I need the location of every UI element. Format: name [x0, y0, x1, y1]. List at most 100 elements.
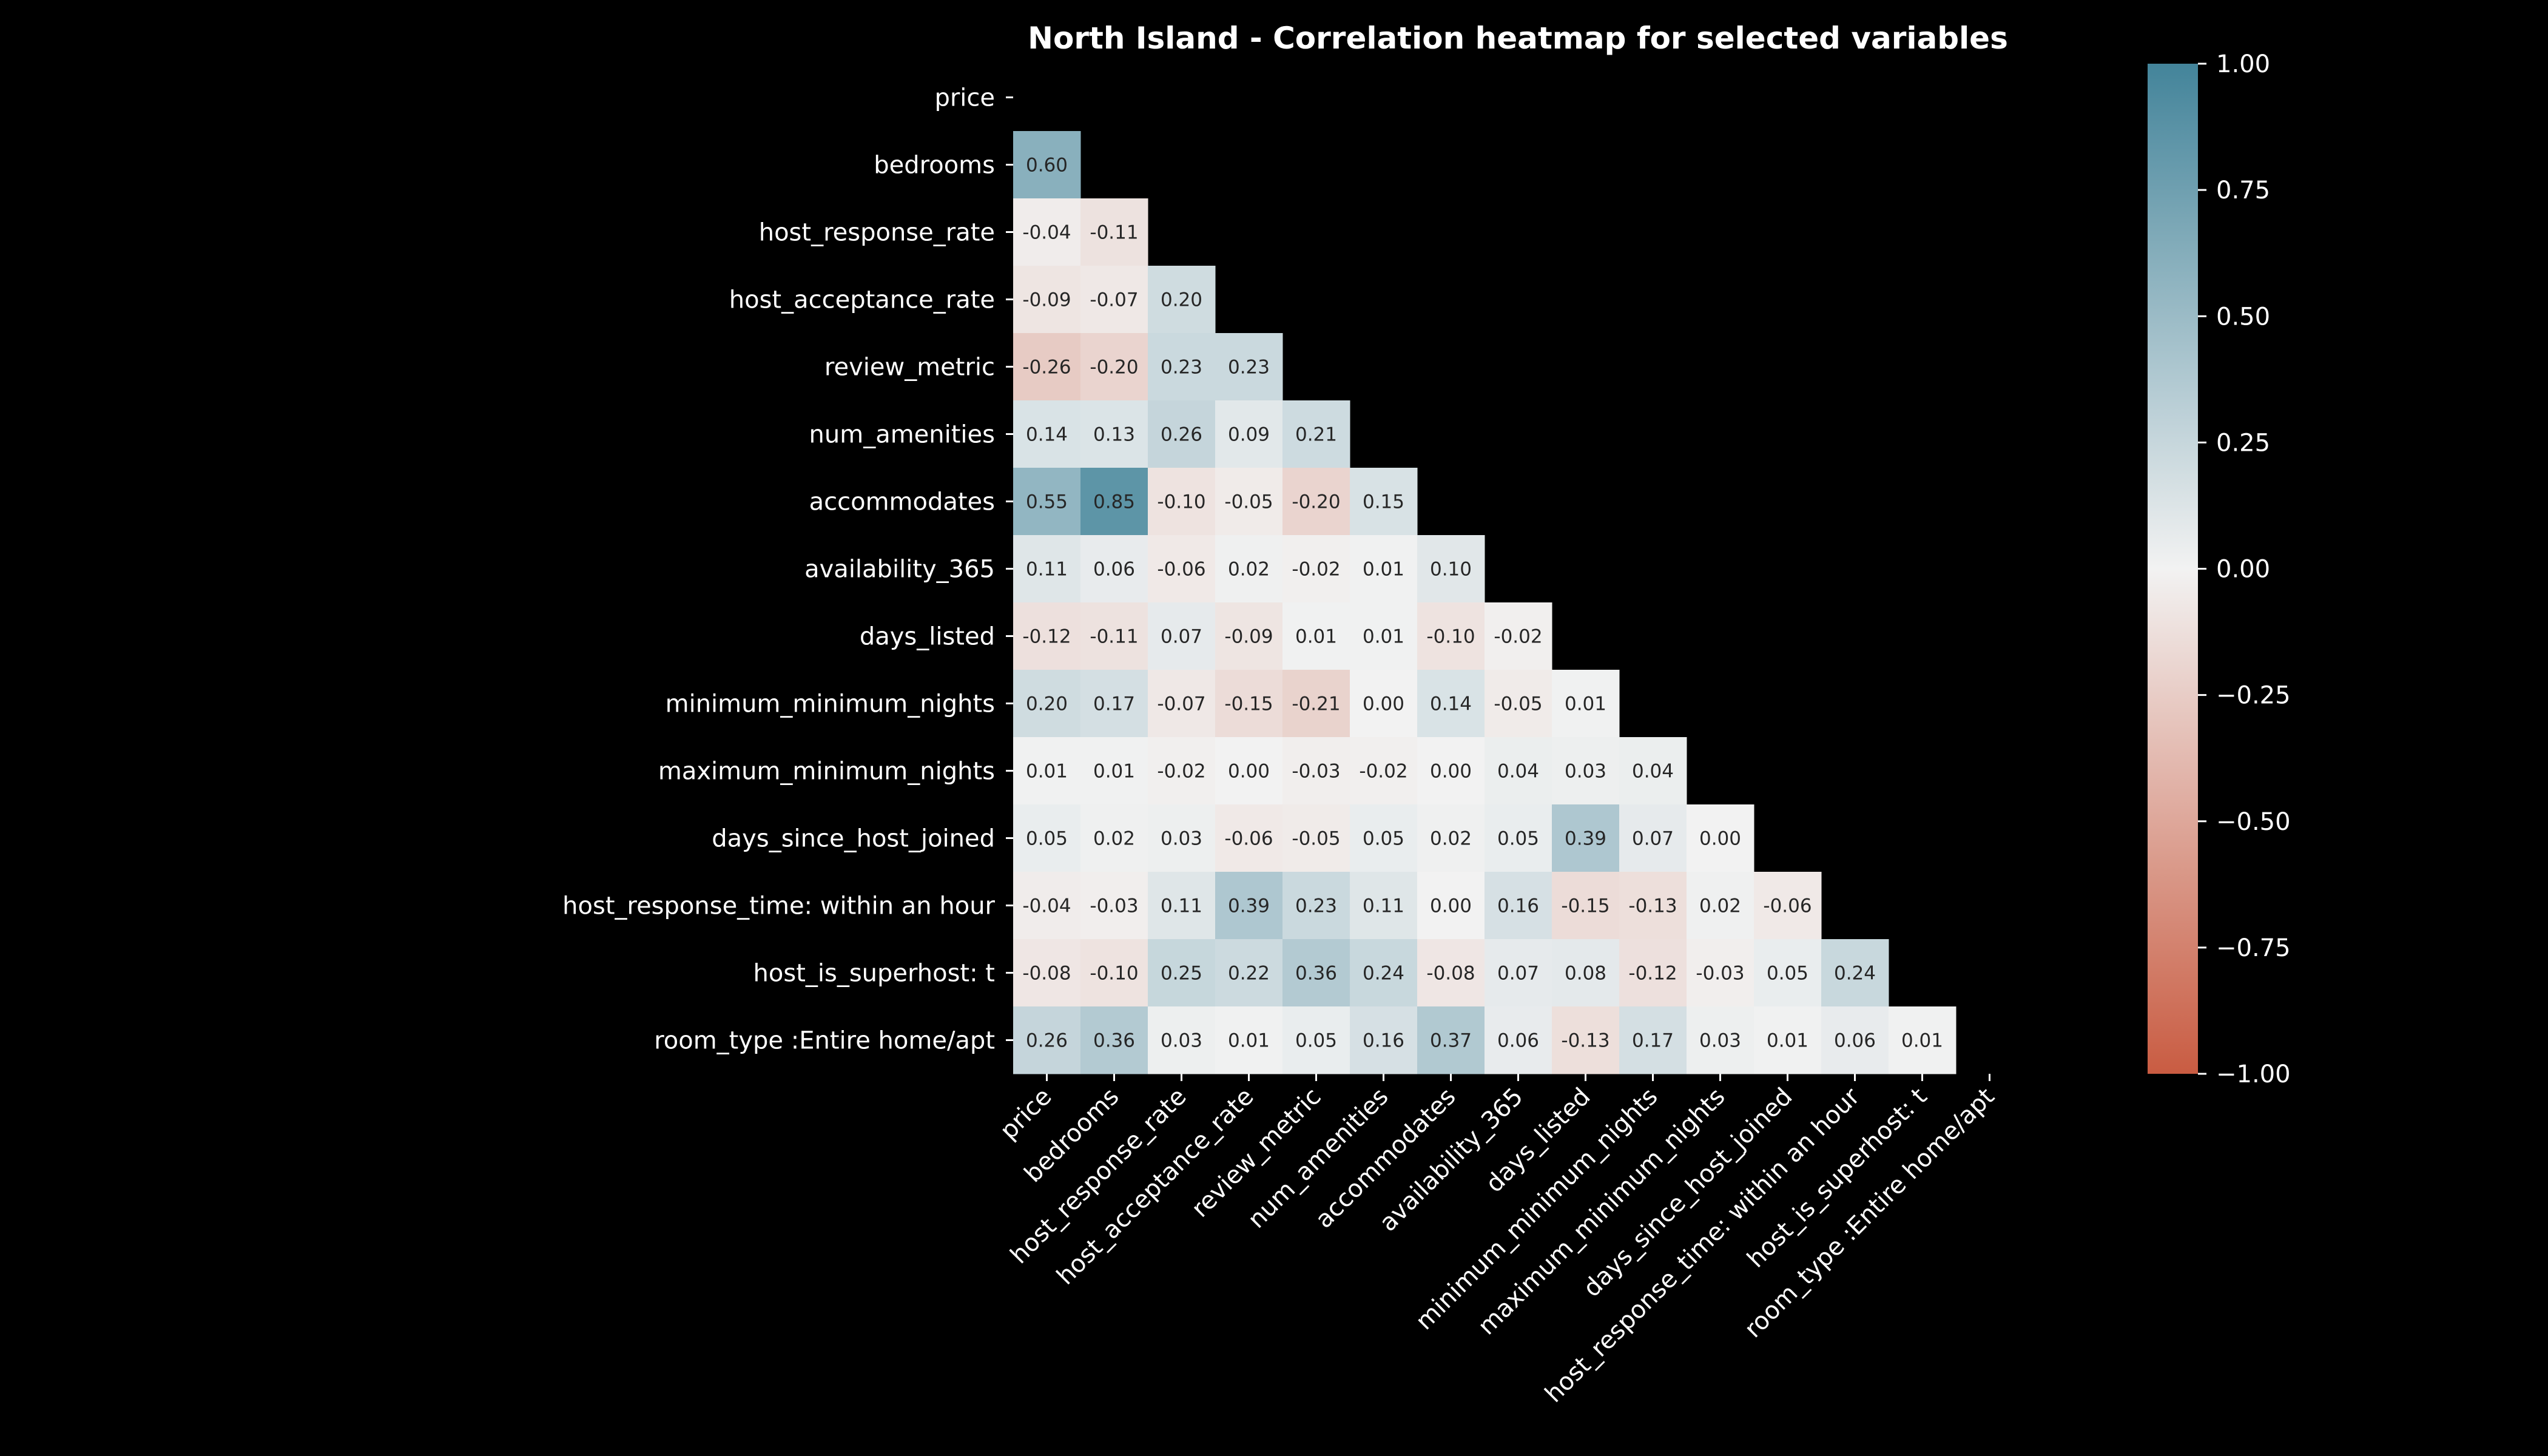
- heatmap-cell: [1080, 602, 1148, 670]
- y-axis: price bedrooms host_response_rate host_acce…: [562, 84, 1013, 1055]
- cell-value-label: -0.05: [1494, 693, 1542, 715]
- cell-value-label: -0.09: [1022, 289, 1071, 311]
- heatmap-cell: [1282, 939, 1350, 1007]
- cell-value-label: -0.02: [1494, 626, 1542, 648]
- colorbar-tick-label: 0.25: [2216, 429, 2270, 457]
- cell-value-label: -0.08: [1426, 963, 1475, 985]
- y-tick-label: review_metric: [824, 354, 995, 382]
- heatmap-cell: [1148, 1006, 1216, 1074]
- cell-value-label: 0.26: [1026, 1030, 1068, 1052]
- heatmap-cell: [1417, 535, 1485, 603]
- colorbar-tick-label: −0.50: [2216, 808, 2291, 836]
- heatmap-cell: [1215, 670, 1283, 738]
- cell-value-label: 0.00: [1363, 693, 1404, 715]
- heatmap-cell: [1889, 1006, 1956, 1074]
- heatmap-cell: [1080, 400, 1148, 468]
- heatmap-cell: [1148, 400, 1216, 468]
- cell-value-label: 0.03: [1565, 761, 1606, 783]
- cell-value-label: -0.02: [1359, 761, 1407, 783]
- cell-value-label: 0.17: [1632, 1030, 1674, 1052]
- cell-value-label: 0.02: [1699, 895, 1741, 917]
- heatmap-cell: [1350, 1006, 1418, 1074]
- y-tick-label: room_type :Entire home/apt: [654, 1027, 995, 1055]
- heatmap-cell: [1080, 266, 1148, 334]
- heatmap-cell: [1080, 333, 1148, 401]
- cell-value-label: 0.07: [1497, 963, 1539, 985]
- cell-value-label: -0.02: [1157, 761, 1205, 783]
- heatmap-cell: [1485, 602, 1552, 670]
- cell-value-label: 0.05: [1295, 1030, 1337, 1052]
- heatmap-cell: [1417, 602, 1485, 670]
- heatmap-cell: [1485, 670, 1552, 738]
- y-tick-label: bedrooms: [874, 152, 995, 180]
- cell-value-label: -0.02: [1292, 559, 1340, 581]
- cell-value-label: -0.06: [1157, 559, 1205, 581]
- heatmap-cell: [1619, 804, 1687, 872]
- heatmap-cell: [1282, 1006, 1350, 1074]
- colorbar-tick-label: 0.00: [2216, 556, 2270, 584]
- y-tick-label: days_since_host_joined: [712, 825, 995, 853]
- colorbar-tick-label: −0.75: [2216, 934, 2291, 962]
- heatmap-cell: [1148, 333, 1216, 401]
- cell-value-label: -0.12: [1022, 626, 1071, 648]
- heatmap-cell: [1485, 1006, 1552, 1074]
- cell-value-label: 0.39: [1228, 895, 1270, 917]
- heatmap-cell: [1350, 939, 1418, 1007]
- cell-value-label: 0.23: [1228, 357, 1270, 379]
- heatmap-cell: [1619, 737, 1687, 805]
- x-tick-label: host_response_time: within an hour: [1540, 1082, 1866, 1408]
- heatmap-cell: [1282, 804, 1350, 872]
- heatmap-cell: [1485, 872, 1552, 940]
- heatmap-cell: [1417, 872, 1485, 940]
- y-tick-label: host_response_rate: [759, 219, 995, 247]
- heatmap-cell: [1552, 804, 1620, 872]
- cell-value-label: 0.22: [1228, 963, 1270, 985]
- cell-value-label: -0.08: [1022, 963, 1071, 985]
- cell-value-label: 0.26: [1161, 424, 1202, 446]
- cell-value-label: 0.24: [1363, 963, 1404, 985]
- heatmap-cell: [1215, 1006, 1283, 1074]
- cell-value-label: 0.01: [1901, 1030, 1943, 1052]
- y-tick-label: price: [934, 84, 995, 112]
- cell-value-label: -0.26: [1022, 357, 1071, 379]
- heatmap-cell: [1215, 939, 1283, 1007]
- heatmap-cell: [1215, 400, 1283, 468]
- cell-value-label: 0.04: [1497, 761, 1539, 783]
- heatmap-cell: [1485, 804, 1552, 872]
- cell-value-label: 0.01: [1228, 1030, 1270, 1052]
- heatmap-cell: [1350, 468, 1418, 536]
- cell-value-label: 0.00: [1228, 761, 1270, 783]
- cell-value-label: 0.07: [1161, 626, 1202, 648]
- cell-value-label: 0.01: [1295, 626, 1337, 648]
- colorbar-tick-label: 0.75: [2216, 177, 2270, 204]
- cell-value-label: 0.15: [1363, 491, 1404, 513]
- y-tick-label: days_listed: [860, 623, 995, 651]
- heatmap-cell: [1013, 872, 1081, 940]
- cell-value-label: -0.07: [1090, 289, 1138, 311]
- heatmap-cell: [1350, 872, 1418, 940]
- cell-value-label: -0.13: [1561, 1030, 1609, 1052]
- heatmap-cell: [1282, 468, 1350, 536]
- cell-value-label: 0.21: [1295, 424, 1337, 446]
- cell-value-label: 0.05: [1363, 828, 1404, 850]
- cell-value-label: -0.10: [1090, 963, 1138, 985]
- heatmap-cell: [1552, 670, 1620, 738]
- heatmap-cells: 0.60 -0.04 -0.11 -0.09 -0.07 0.20 -0.26 -0.20 0.…: [1013, 131, 1956, 1074]
- cell-value-label: -0.06: [1763, 895, 1812, 917]
- heatmap-cell: [1080, 198, 1148, 266]
- cell-value-label: -0.10: [1426, 626, 1475, 648]
- heatmap-cell: [1552, 737, 1620, 805]
- cell-value-label: 0.08: [1565, 963, 1606, 985]
- cell-value-label: -0.03: [1292, 761, 1340, 783]
- cell-value-label: 0.06: [1834, 1030, 1876, 1052]
- cell-value-label: 0.01: [1093, 761, 1135, 783]
- cell-value-label: 0.03: [1699, 1030, 1741, 1052]
- heatmap-cell: [1215, 468, 1283, 536]
- cell-value-label: -0.05: [1292, 828, 1340, 850]
- cell-value-label: -0.11: [1090, 222, 1138, 244]
- cell-value-label: 0.01: [1026, 761, 1068, 783]
- heatmap-cell: [1485, 939, 1552, 1007]
- heatmap-cell: [1754, 1006, 1822, 1074]
- heatmap-cell: [1013, 804, 1081, 872]
